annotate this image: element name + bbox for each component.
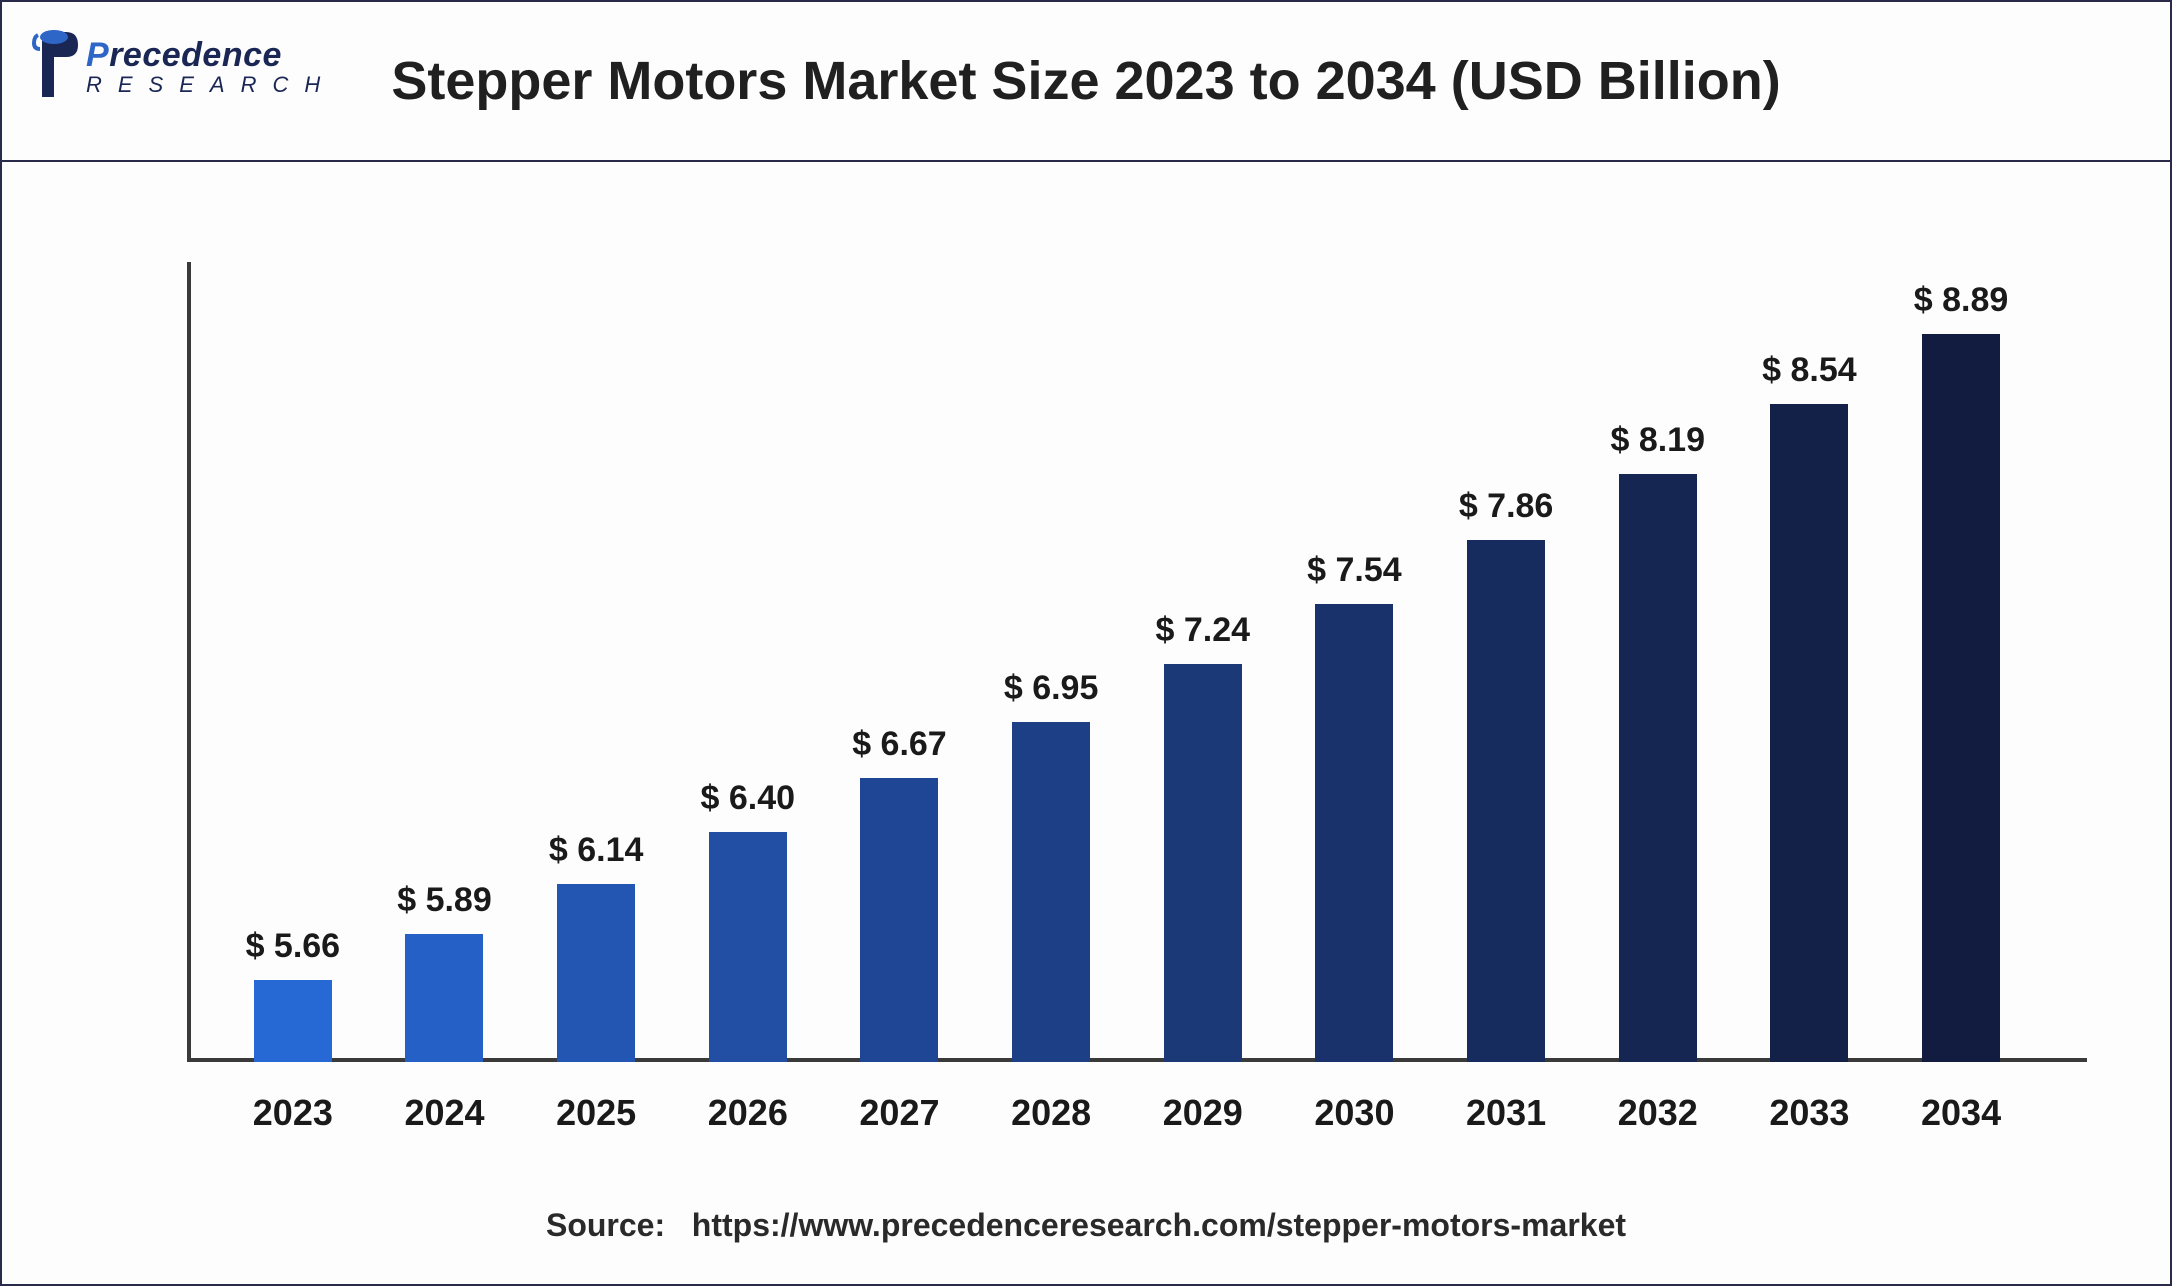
bar xyxy=(1922,334,2000,1062)
bar xyxy=(1012,722,1090,1062)
bar-column: $ 5.66 xyxy=(248,927,338,1062)
bar-column: $ 6.67 xyxy=(854,725,944,1062)
bar-value-label: $ 5.89 xyxy=(397,881,492,920)
logo-text: Precedence RESEARCH xyxy=(86,38,336,96)
bar-column: $ 7.86 xyxy=(1461,487,1551,1062)
bar-value-label: $ 6.14 xyxy=(549,831,644,870)
bar-value-label: $ 6.67 xyxy=(852,725,947,764)
x-axis-tick-label: 2026 xyxy=(703,1092,793,1134)
bar xyxy=(254,980,332,1062)
source-url: https://www.precedenceresearch.com/stepp… xyxy=(692,1207,1626,1243)
bar-value-label: $ 7.86 xyxy=(1459,487,1554,526)
source-label: Source: xyxy=(546,1207,665,1243)
bar-value-label: $ 8.19 xyxy=(1610,421,1705,460)
bars-group: $ 5.66 $ 5.89 $ 6.14 $ 6.40 $ 6.67 $ 6.95 $ 7.… xyxy=(187,262,2067,1062)
logo-letter-p: P xyxy=(86,36,109,74)
bar-value-label: $ 8.54 xyxy=(1762,351,1857,390)
bar-value-label: $ 7.54 xyxy=(1307,551,1402,590)
bar-column: $ 8.54 xyxy=(1764,351,1854,1062)
precedence-logo-icon xyxy=(32,27,80,107)
bar-value-label: $ 6.95 xyxy=(1004,669,1099,708)
x-axis-tick-label: 2023 xyxy=(248,1092,338,1134)
bar xyxy=(1164,664,1242,1062)
bar-column: $ 5.89 xyxy=(399,881,489,1062)
logo-wordmark-bottom: RESEARCH xyxy=(86,74,336,96)
x-axis-tick-label: 2034 xyxy=(1916,1092,2006,1134)
x-axis-labels: 2023 2024 2025 2026 2027 2028 2029 2030 2031 2032… xyxy=(187,1092,2067,1134)
bar-column: $ 8.19 xyxy=(1613,421,1703,1062)
bar-column: $ 7.24 xyxy=(1158,611,1248,1062)
x-axis-tick-label: 2025 xyxy=(551,1092,641,1134)
bar-column: $ 6.95 xyxy=(1006,669,1096,1062)
x-axis-tick-label: 2027 xyxy=(854,1092,944,1134)
chart-plot-area: $ 5.66 $ 5.89 $ 6.14 $ 6.40 $ 6.67 $ 6.95 $ 7.… xyxy=(187,262,2067,1062)
bar xyxy=(557,884,635,1062)
bar xyxy=(1619,474,1697,1062)
x-axis-tick-label: 2024 xyxy=(399,1092,489,1134)
logo-wordmark-top: Precedence xyxy=(86,38,336,72)
bar xyxy=(1315,604,1393,1062)
bar-value-label: $ 8.89 xyxy=(1914,281,2009,320)
x-axis-tick-label: 2030 xyxy=(1309,1092,1399,1134)
bar-value-label: $ 6.40 xyxy=(701,779,796,818)
bar-value-label: $ 5.66 xyxy=(246,927,341,966)
bar-column: $ 8.89 xyxy=(1916,281,2006,1062)
x-axis-tick-label: 2032 xyxy=(1613,1092,1703,1134)
chart-container: Precedence RESEARCH Stepper Motors Marke… xyxy=(0,0,2172,1286)
bar xyxy=(405,934,483,1062)
source-citation: Source: https://www.precedenceresearch.c… xyxy=(2,1207,2170,1244)
bar xyxy=(860,778,938,1062)
bar-column: $ 6.40 xyxy=(703,779,793,1062)
x-axis-tick-label: 2028 xyxy=(1006,1092,1096,1134)
bar-column: $ 6.14 xyxy=(551,831,641,1062)
x-axis-tick-label: 2033 xyxy=(1764,1092,1854,1134)
header-row: Precedence RESEARCH Stepper Motors Marke… xyxy=(2,2,2170,162)
logo-rest: recedence xyxy=(109,36,282,74)
brand-logo: Precedence RESEARCH xyxy=(32,27,336,107)
bar xyxy=(709,832,787,1062)
x-axis-tick-label: 2031 xyxy=(1461,1092,1551,1134)
bar-value-label: $ 7.24 xyxy=(1156,611,1251,650)
bar xyxy=(1467,540,1545,1062)
bar xyxy=(1770,404,1848,1062)
bar-column: $ 7.54 xyxy=(1309,551,1399,1062)
x-axis-tick-label: 2029 xyxy=(1158,1092,1248,1134)
